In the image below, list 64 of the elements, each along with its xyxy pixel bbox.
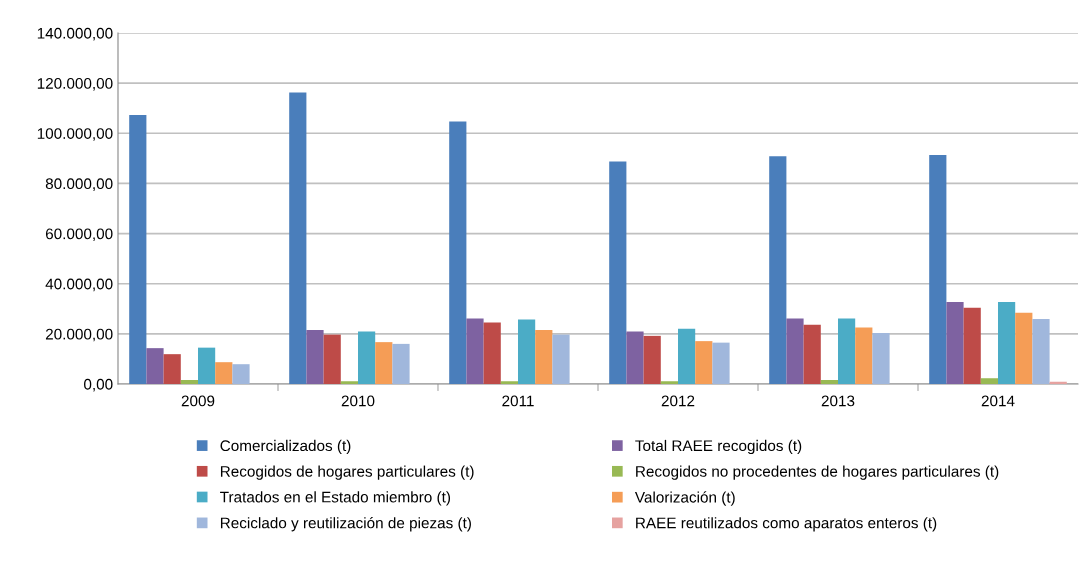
bar <box>466 318 484 384</box>
bar <box>129 114 147 384</box>
bar <box>695 341 713 384</box>
bar <box>946 302 964 384</box>
bar <box>323 334 341 384</box>
bar <box>306 330 324 384</box>
bar <box>146 348 164 384</box>
bar <box>786 318 804 384</box>
legend-label: Reciclado y reutilización de piezas (t) <box>220 516 471 532</box>
bar <box>340 381 358 384</box>
legend-label: Tratados en el Estado miembro (t) <box>220 491 451 506</box>
y-tick-label: 140.000,00 <box>37 27 113 41</box>
x-tick-label: 2012 <box>661 395 695 407</box>
bar <box>712 342 730 384</box>
bar <box>980 378 998 384</box>
bar <box>518 319 536 384</box>
bar <box>769 156 787 384</box>
y-tick-label: 40.000,00 <box>45 278 113 292</box>
x-tick-label: 2013 <box>821 395 855 407</box>
bar <box>1015 312 1033 384</box>
bar <box>998 302 1016 384</box>
legend-label: Valorización (t) <box>634 491 735 506</box>
bar <box>820 379 838 384</box>
bar <box>232 364 250 384</box>
bar <box>963 307 981 384</box>
bar <box>609 161 627 384</box>
bar <box>215 362 233 384</box>
y-tick-label: 0,00 <box>84 378 113 392</box>
bar <box>449 121 467 384</box>
bar <box>1032 319 1050 384</box>
bar <box>375 342 393 384</box>
y-tick-label: 80.000,00 <box>45 178 113 191</box>
x-tick-label: 2011 <box>502 395 534 407</box>
bar <box>872 333 890 384</box>
y-tick-label: 120.000,00 <box>37 78 113 91</box>
y-tick-label: 100.000,00 <box>37 128 113 141</box>
bar <box>483 322 501 384</box>
bar <box>855 327 873 384</box>
bar <box>198 347 216 384</box>
bar <box>929 155 947 384</box>
bar <box>180 379 198 384</box>
bar <box>626 331 644 384</box>
bar <box>678 328 696 384</box>
legend-label: RAEE reutilizados como aparatos enteros (t) <box>636 517 937 532</box>
bar <box>289 92 307 384</box>
legend-label: Recogidos no procedentes de hogares particulares (t) <box>636 465 999 480</box>
bar <box>803 324 821 384</box>
bar <box>535 330 553 384</box>
legend-label: Recogidos de hogares particulares (t) <box>220 465 474 480</box>
legend-label: Comercializados (t) <box>220 439 351 455</box>
x-tick-label: 2014 <box>981 395 1015 407</box>
bar <box>358 331 376 384</box>
bar <box>838 318 856 384</box>
bar <box>643 335 661 384</box>
bar <box>500 381 518 384</box>
y-tick-label: 20.000,00 <box>45 328 113 342</box>
bar <box>552 334 570 384</box>
x-tick-label: 2010 <box>341 395 375 407</box>
x-tick-label: 2009 <box>181 395 215 407</box>
bar <box>660 381 678 384</box>
bar <box>392 343 410 384</box>
bar <box>163 354 181 384</box>
y-tick-label: 60.000,00 <box>45 228 113 242</box>
legend-label: Total RAEE recogidos (t) <box>635 439 802 455</box>
